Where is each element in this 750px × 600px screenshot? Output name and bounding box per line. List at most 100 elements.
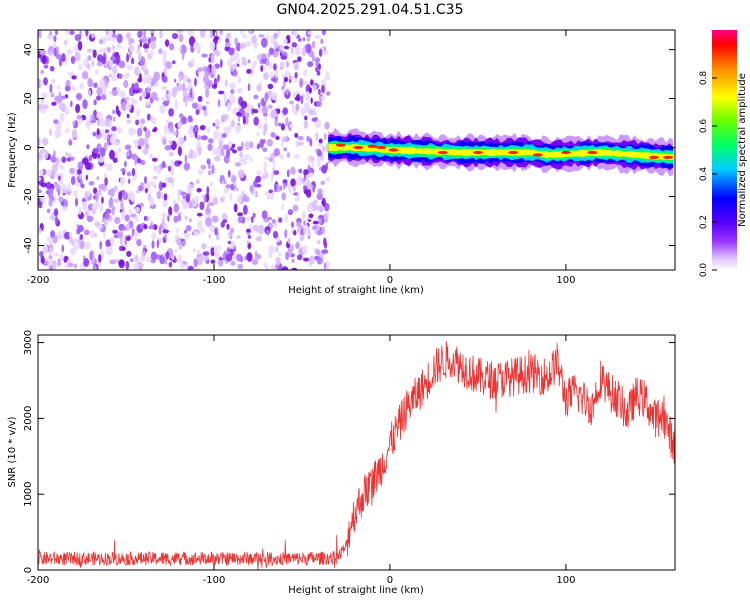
noise-blob: [82, 99, 88, 110]
noise-blob: [226, 32, 232, 40]
x-tick-label: -200: [27, 575, 50, 586]
noise-blob: [54, 183, 57, 190]
noise-blob: [152, 175, 158, 180]
noise-blob: [55, 30, 58, 36]
x-tick-label: 100: [556, 575, 575, 586]
noise-blob: [246, 228, 251, 233]
x-tick-label: -100: [203, 275, 226, 286]
noise-blob: [96, 87, 103, 96]
noise-blob: [145, 188, 148, 194]
noise-blob: [133, 262, 140, 270]
noise-blob: [96, 128, 100, 136]
noise-blob: [77, 40, 83, 51]
noise-blob: [252, 60, 256, 69]
noise-blob: [175, 128, 179, 139]
noise-blob: [146, 113, 151, 121]
noise-blob: [168, 261, 173, 268]
noise-blob: [166, 90, 169, 95]
noise-blob: [38, 227, 42, 234]
noise-blob: [258, 34, 265, 38]
noise-blob: [214, 155, 221, 162]
noise-blob: [193, 258, 198, 268]
noise-blob: [132, 140, 137, 144]
noise-blob: [246, 252, 253, 262]
noise-blob: [278, 122, 282, 127]
noise-blob: [134, 66, 140, 76]
noise-blob: [133, 229, 138, 236]
noise-blob: [172, 130, 177, 136]
noise-blob: [198, 104, 202, 112]
spectrogram-y-ticks: -40 -20 0 20 40: [23, 43, 675, 254]
noise-blob: [226, 148, 231, 158]
noise-blob: [108, 73, 113, 78]
noise-blob: [247, 235, 252, 239]
noise-blob: [148, 153, 154, 159]
signal-peak: [376, 145, 387, 150]
noise-blob: [128, 44, 135, 53]
noise-blob: [88, 154, 92, 162]
noise-blob: [268, 104, 273, 110]
noise-blob: [281, 203, 285, 211]
noise-blob: [314, 118, 322, 128]
noise-blob: [289, 100, 294, 105]
noise-blob: [194, 77, 197, 87]
noise-blob: [171, 33, 179, 40]
noise-blob: [230, 119, 235, 128]
noise-blob: [61, 53, 66, 62]
noise-blob: [94, 69, 100, 75]
noise-blob: [80, 183, 85, 189]
noise-blob: [246, 240, 250, 245]
noise-blob: [207, 138, 214, 144]
noise-blob: [256, 170, 263, 175]
noise-blob: [318, 48, 323, 58]
noise-blob: [237, 115, 241, 123]
noise-blob: [178, 113, 184, 119]
noise-blob: [267, 83, 274, 90]
noise-blob: [103, 47, 107, 53]
noise-blob: [236, 235, 241, 239]
noise-blob: [43, 77, 48, 86]
noise-blob: [189, 149, 194, 157]
noise-blob: [171, 87, 177, 98]
noise-blob: [195, 109, 200, 115]
noise-blob: [181, 116, 187, 125]
noise-blob: [195, 178, 200, 185]
noise-blob: [302, 211, 306, 220]
noise-blob: [274, 183, 277, 193]
noise-blob: [189, 88, 193, 98]
noise-blob: [225, 184, 231, 189]
noise-blob: [233, 187, 239, 192]
noise-blob: [223, 180, 227, 185]
noise-blob: [308, 87, 313, 94]
noise-blob: [160, 97, 167, 102]
noise-blob: [214, 118, 221, 127]
noise-blob: [316, 156, 321, 164]
noise-blob: [143, 224, 148, 230]
noise-blob: [196, 249, 201, 255]
noise-blob: [126, 64, 133, 71]
noise-blob: [67, 71, 73, 76]
noise-blob: [191, 197, 195, 206]
noise-blob: [87, 78, 94, 88]
noise-blob: [78, 64, 83, 71]
noise-blob: [184, 154, 187, 164]
noise-blob: [226, 253, 233, 262]
signal-peak: [437, 150, 448, 155]
noise-blob: [161, 212, 168, 219]
noise-blob: [245, 116, 249, 125]
noise-blob: [251, 216, 254, 224]
noise-blob: [92, 49, 97, 58]
noise-blob: [236, 196, 243, 203]
noise-blob: [218, 244, 221, 250]
noise-blob: [151, 232, 157, 241]
noise-blob: [183, 135, 187, 142]
noise-blob: [51, 101, 57, 106]
noise-blob: [194, 131, 198, 139]
noise-blob: [321, 84, 325, 94]
noise-blob: [272, 230, 279, 239]
noise-blob: [201, 53, 208, 58]
noise-blob: [44, 150, 49, 159]
noise-blob: [69, 85, 76, 90]
noise-blob: [121, 246, 126, 251]
noise-blob: [275, 256, 281, 266]
